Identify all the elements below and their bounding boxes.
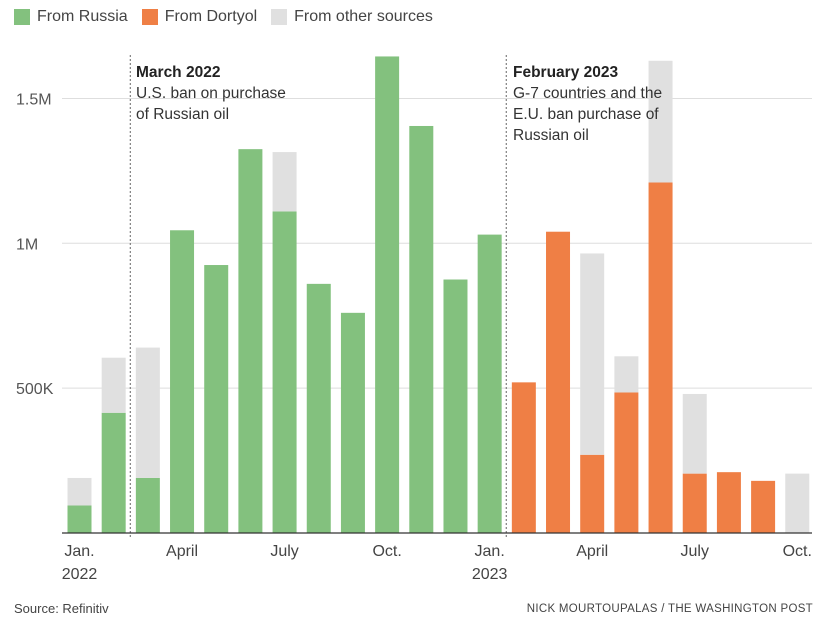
- bar-segment-dortyol: [614, 392, 639, 533]
- annotation-february-2023: February 2023 G-7 countries and the E.U.…: [513, 62, 662, 146]
- bar-segment-russia: [375, 56, 400, 533]
- bar-segment-other: [272, 152, 297, 212]
- bar-segment-russia: [409, 125, 434, 533]
- x-tick-label: Jan.: [475, 543, 505, 560]
- bar-segment-dortyol: [682, 473, 707, 533]
- legend-item-russia: From Russia: [14, 8, 128, 26]
- bar-segment-russia: [272, 211, 297, 533]
- annotation-line: of Russian oil: [136, 106, 230, 123]
- annotation-march-2022: March 2022 U.S. ban on purchase of Russi…: [136, 62, 286, 125]
- bar-segment-dortyol: [580, 454, 605, 533]
- legend-swatch-russia: [14, 9, 30, 25]
- legend-swatch-dortyol: [141, 9, 158, 25]
- legend-label-other: From other sources: [294, 8, 433, 25]
- legend: From Russia From Dortyol From other sour…: [14, 8, 447, 26]
- legend-swatch-other: [271, 9, 288, 25]
- bar-segment-russia: [170, 230, 195, 533]
- annotation-title: March 2022: [136, 64, 221, 81]
- annotation-line: U.S. ban on purchase: [136, 85, 286, 102]
- bar-segment-russia: [340, 312, 365, 533]
- y-tick-label: 1.5M: [16, 91, 52, 108]
- bar-segment-other: [67, 477, 92, 506]
- x-tick-year-label: 2022: [62, 566, 98, 583]
- bar-segment-russia: [67, 505, 92, 533]
- x-tick-label: April: [576, 543, 608, 560]
- x-tick-label: July: [681, 543, 709, 560]
- credit-line: NICK MOURTOUPALAS / THE WASHINGTON POST: [526, 603, 813, 615]
- bar-segment-other: [101, 357, 126, 413]
- annotation-line: Russian oil: [513, 127, 589, 144]
- bar-segment-dortyol: [716, 472, 741, 533]
- legend-item-dortyol: From Dortyol: [141, 8, 258, 26]
- bar-segment-dortyol: [648, 182, 673, 533]
- bar-segment-russia: [135, 477, 160, 533]
- bar-segment-other: [580, 253, 605, 455]
- bar-segment-other: [682, 393, 707, 474]
- x-tick-label: Oct.: [372, 543, 401, 560]
- bar-segment-russia: [477, 234, 502, 533]
- bar-segment-other: [785, 473, 810, 533]
- x-tick-year-label: 2023: [472, 566, 508, 583]
- legend-item-other: From other sources: [271, 8, 433, 26]
- bar-segment-other: [135, 347, 160, 478]
- annotation-title: February 2023: [513, 64, 619, 81]
- y-tick-label: 1M: [16, 236, 38, 253]
- bar-segment-russia: [238, 149, 263, 533]
- annotation-line: G-7 countries and the: [513, 85, 663, 102]
- bar-segment-russia: [101, 412, 126, 533]
- annotation-line: E.U. ban purchase of: [513, 106, 659, 123]
- bar-segment-russia: [204, 265, 229, 533]
- legend-label-russia: From Russia: [37, 8, 128, 25]
- bar-segment-other: [648, 60, 673, 183]
- bar-segment-dortyol: [546, 231, 571, 533]
- bar-segment-russia: [443, 279, 468, 533]
- bar-segment-russia: [306, 283, 331, 533]
- bar-segment-other: [614, 356, 639, 393]
- source-note: Source: Refinitiv: [14, 601, 109, 616]
- legend-label-dortyol: From Dortyol: [164, 8, 258, 25]
- bar-segment-dortyol: [511, 382, 536, 533]
- x-tick-label: Jan.: [64, 543, 94, 560]
- bar-segment-dortyol: [751, 480, 776, 533]
- x-tick-label: Oct.: [783, 543, 812, 560]
- x-tick-label: April: [166, 543, 198, 560]
- y-tick-label: 500K: [16, 381, 54, 398]
- x-tick-label: July: [270, 543, 298, 560]
